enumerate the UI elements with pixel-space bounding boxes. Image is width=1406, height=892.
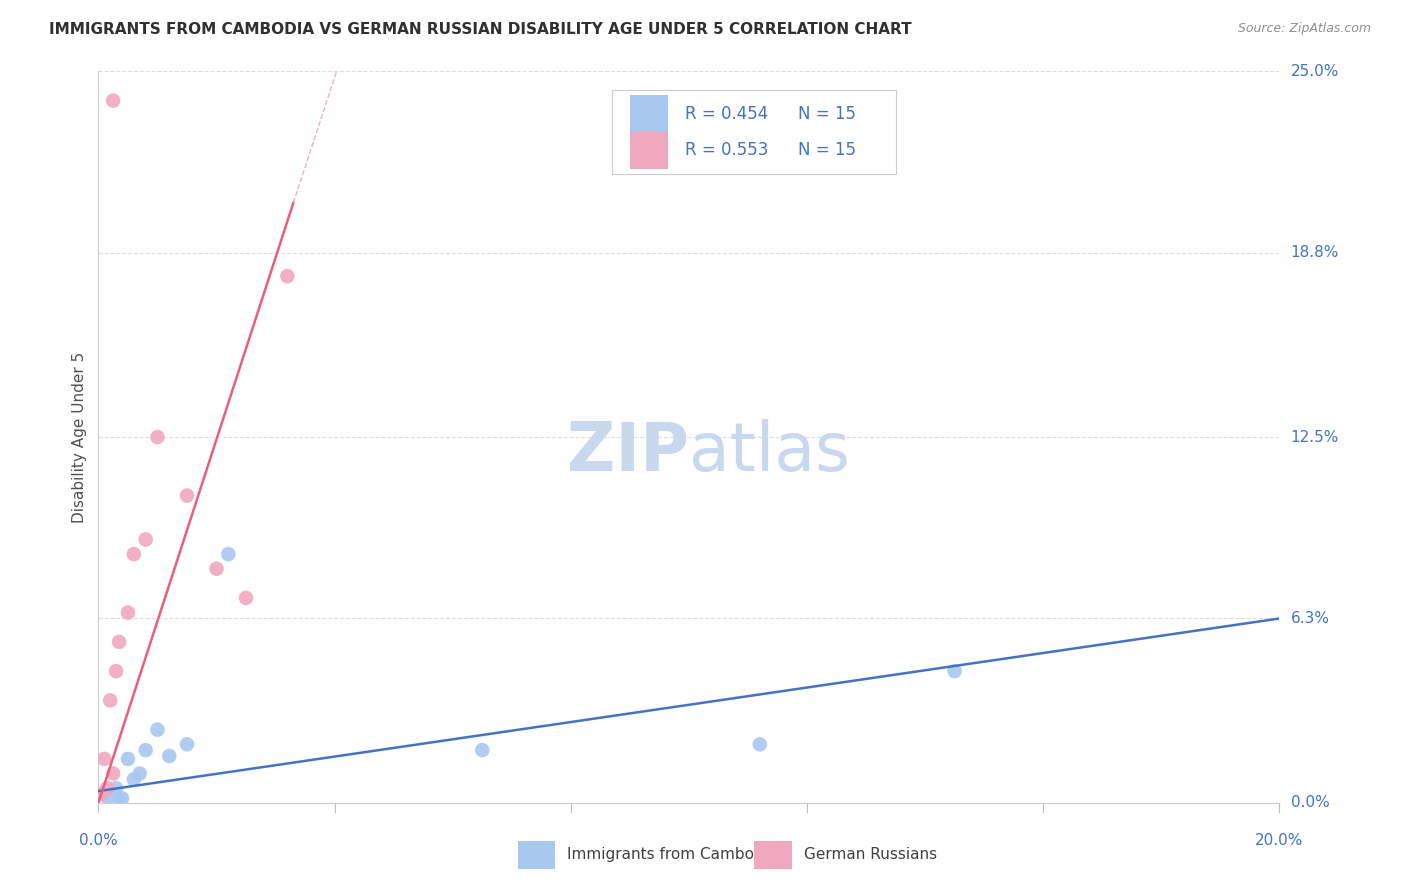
Point bbox=[90, 787, 112, 801]
Text: IMMIGRANTS FROM CAMBODIA VS GERMAN RUSSIAN DISABILITY AGE UNDER 5 CORRELATION CH: IMMIGRANTS FROM CAMBODIA VS GERMAN RUSSI… bbox=[49, 22, 912, 37]
Point bbox=[122, 772, 145, 787]
FancyBboxPatch shape bbox=[754, 841, 792, 869]
Text: atlas: atlas bbox=[689, 418, 849, 484]
FancyBboxPatch shape bbox=[630, 95, 668, 132]
Point bbox=[108, 793, 131, 807]
Y-axis label: Disability Age Under 5: Disability Age Under 5 bbox=[72, 351, 87, 523]
Point bbox=[111, 791, 134, 805]
Text: R = 0.553: R = 0.553 bbox=[685, 141, 769, 160]
Text: 20.0%: 20.0% bbox=[1256, 833, 1303, 848]
Point bbox=[117, 606, 139, 620]
Point bbox=[105, 781, 128, 796]
Point bbox=[235, 591, 257, 605]
Point bbox=[105, 664, 128, 678]
Point bbox=[93, 752, 115, 766]
Point bbox=[117, 752, 139, 766]
Text: 0.0%: 0.0% bbox=[79, 833, 118, 848]
Point bbox=[157, 749, 180, 764]
Point bbox=[146, 430, 169, 444]
Text: Source: ZipAtlas.com: Source: ZipAtlas.com bbox=[1237, 22, 1371, 36]
Point bbox=[135, 743, 157, 757]
Point bbox=[90, 787, 112, 801]
Point bbox=[103, 94, 125, 108]
Point bbox=[176, 737, 198, 751]
Text: ZIP: ZIP bbox=[567, 418, 689, 484]
FancyBboxPatch shape bbox=[630, 132, 668, 169]
Text: 18.8%: 18.8% bbox=[1291, 245, 1339, 260]
Point bbox=[217, 547, 239, 561]
Text: 12.5%: 12.5% bbox=[1291, 430, 1339, 444]
Point bbox=[748, 737, 770, 751]
Point bbox=[98, 693, 121, 707]
Text: 0.0%: 0.0% bbox=[1291, 796, 1329, 810]
Text: 6.3%: 6.3% bbox=[1291, 611, 1330, 626]
Text: German Russians: German Russians bbox=[803, 847, 936, 862]
Point bbox=[176, 489, 198, 503]
Point bbox=[205, 562, 228, 576]
Point bbox=[96, 789, 118, 804]
Text: Immigrants from Cambodia: Immigrants from Cambodia bbox=[567, 847, 778, 862]
Point bbox=[471, 743, 494, 757]
Text: R = 0.454: R = 0.454 bbox=[685, 104, 769, 123]
Text: 25.0%: 25.0% bbox=[1291, 64, 1339, 78]
Text: N = 15: N = 15 bbox=[797, 104, 856, 123]
FancyBboxPatch shape bbox=[517, 841, 555, 869]
Point bbox=[146, 723, 169, 737]
Point bbox=[135, 533, 157, 547]
FancyBboxPatch shape bbox=[612, 90, 896, 174]
Point bbox=[103, 766, 125, 780]
Text: N = 15: N = 15 bbox=[797, 141, 856, 160]
Point bbox=[108, 635, 131, 649]
Point bbox=[96, 781, 118, 796]
Point bbox=[122, 547, 145, 561]
Point bbox=[128, 766, 150, 780]
Point bbox=[943, 664, 966, 678]
Point bbox=[276, 269, 298, 284]
